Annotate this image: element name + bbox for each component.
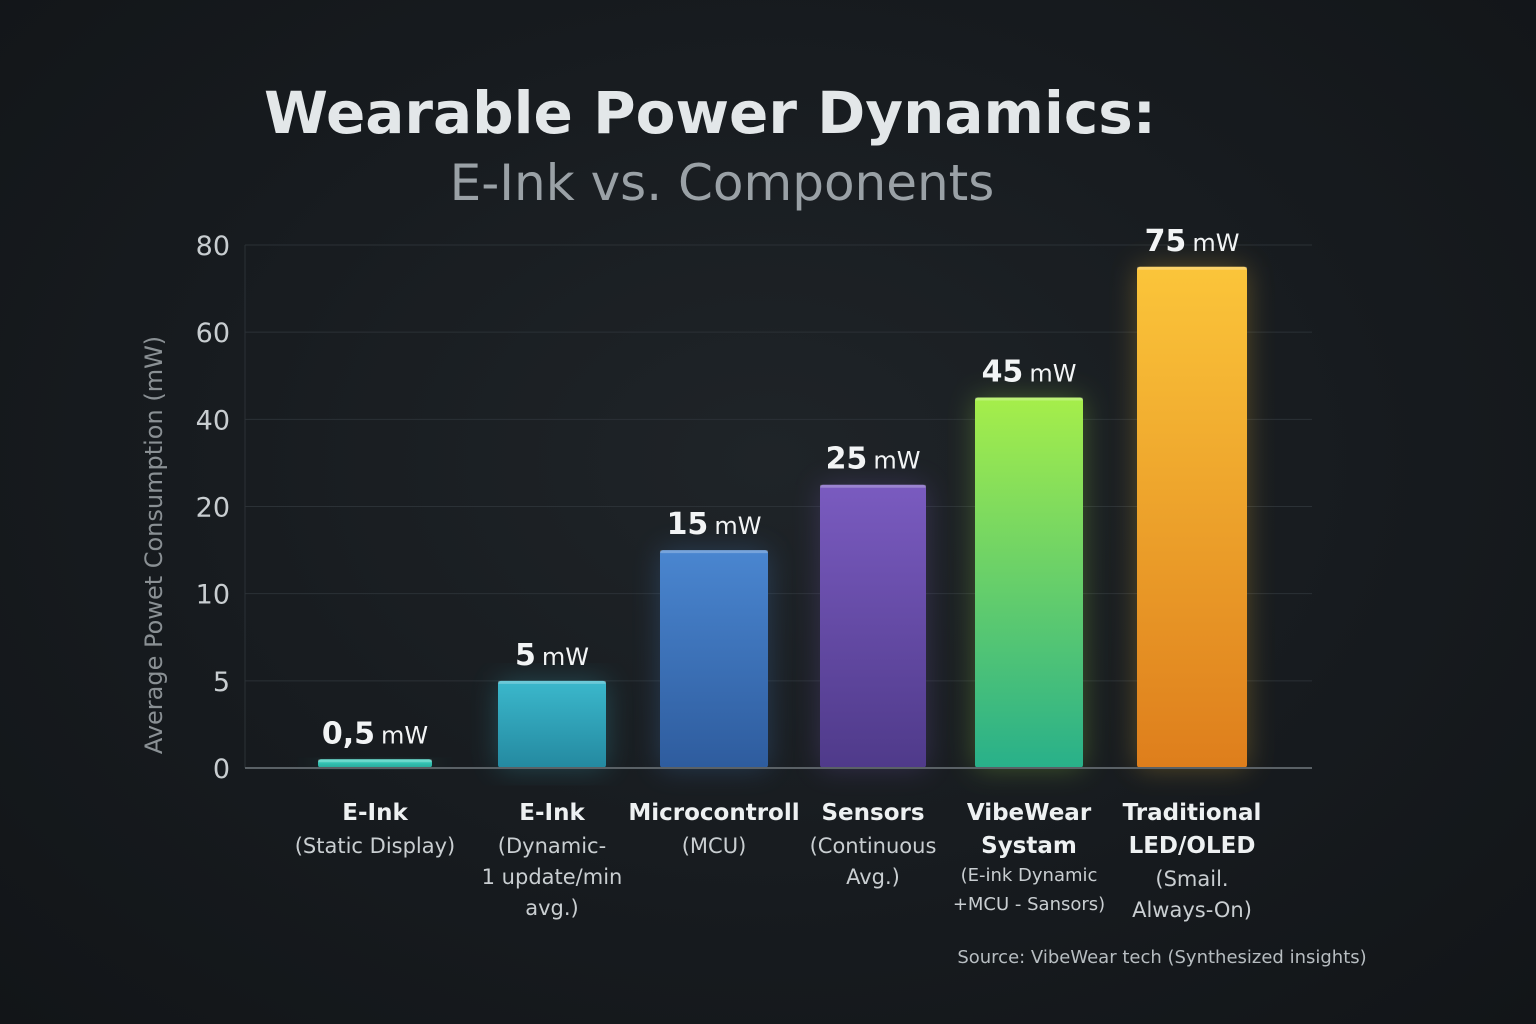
bar <box>498 680 606 768</box>
y-tick-label: 0 <box>213 754 230 785</box>
y-tick-label: 10 <box>196 580 230 611</box>
category-detail: +MCU - Sansors) <box>953 894 1105 915</box>
value-label: 75 mW <box>1145 224 1240 259</box>
value-label: 45 mW <box>982 355 1077 390</box>
category-name: E-Ink <box>342 800 408 826</box>
category-detail: (Static Display) <box>295 834 456 858</box>
y-axis-ticks: 0 5 10 20 40 60 80 <box>196 231 230 785</box>
category-name: VibeWear <box>967 800 1092 826</box>
category-label: E-Ink (Dynamic- 1 update/min avg.) <box>482 800 623 920</box>
category-label: E-Ink (Static Display) <box>295 800 456 858</box>
category-name-line2: LED/OLED <box>1129 833 1256 859</box>
bar-highlight <box>498 680 606 684</box>
category-detail: (MCU) <box>682 834 747 858</box>
bar-highlight <box>820 484 926 488</box>
bar-highlight <box>975 397 1083 401</box>
category-detail: (Smail. <box>1155 867 1228 891</box>
bar <box>1137 266 1247 768</box>
category-label: Sensors (Continuous Avg.) <box>810 800 937 889</box>
bar-highlight <box>660 550 768 554</box>
bar <box>820 484 926 768</box>
category-labels: E-Ink (Static Display) E-Ink (Dynamic- 1 upd… <box>295 800 1262 922</box>
chart-subtitle: E-Ink vs. Components <box>450 154 995 212</box>
category-label: Microcontroll (MCU) <box>628 800 799 858</box>
category-detail: avg.) <box>525 896 579 920</box>
category-detail: Always-On) <box>1132 898 1252 922</box>
y-tick-label: 20 <box>196 493 230 524</box>
category-name: Traditional <box>1123 800 1262 826</box>
category-detail: (Dynamic- <box>498 834 606 858</box>
y-tick-label: 5 <box>213 667 230 698</box>
value-labels: 0,5 mW 5 mW 15 mW 25 mW 45 mW 75 mW <box>322 224 1240 751</box>
chart-title: Wearable Power Dynamics: <box>264 79 1156 147</box>
category-detail: Avg.) <box>846 865 900 889</box>
bar <box>318 759 432 768</box>
source-note: Source: VibeWear tech (Synthesized insig… <box>957 947 1366 968</box>
bar-highlight <box>318 759 432 763</box>
bar <box>975 397 1083 768</box>
bar <box>660 550 768 768</box>
value-label: 25 mW <box>826 442 921 477</box>
category-name-line2: Systam <box>981 833 1077 859</box>
category-name: E-Ink <box>519 800 585 826</box>
y-tick-label: 60 <box>196 318 230 349</box>
bar-highlight <box>1137 266 1247 270</box>
category-name: Microcontroll <box>628 800 799 826</box>
category-label: Traditional LED/OLED (Smail. Always-On) <box>1123 800 1262 922</box>
value-label: 5 mW <box>515 638 589 673</box>
category-detail: (Continuous <box>810 834 937 858</box>
category-detail: (E-ink Dynamic <box>961 865 1098 886</box>
value-label: 0,5 mW <box>322 716 428 751</box>
category-label: VibeWear Systam (E-ink Dynamic +MCU - Sanso… <box>953 800 1105 915</box>
grid-lines <box>244 244 1312 768</box>
category-detail: 1 update/min <box>482 865 623 889</box>
category-name: Sensors <box>821 800 924 826</box>
bars <box>318 266 1247 768</box>
y-tick-label: 40 <box>196 405 230 436</box>
y-axis-label: Average Powet Consumption (mW) <box>140 336 168 754</box>
value-label: 15 mW <box>667 507 762 542</box>
y-tick-label: 80 <box>196 231 230 262</box>
